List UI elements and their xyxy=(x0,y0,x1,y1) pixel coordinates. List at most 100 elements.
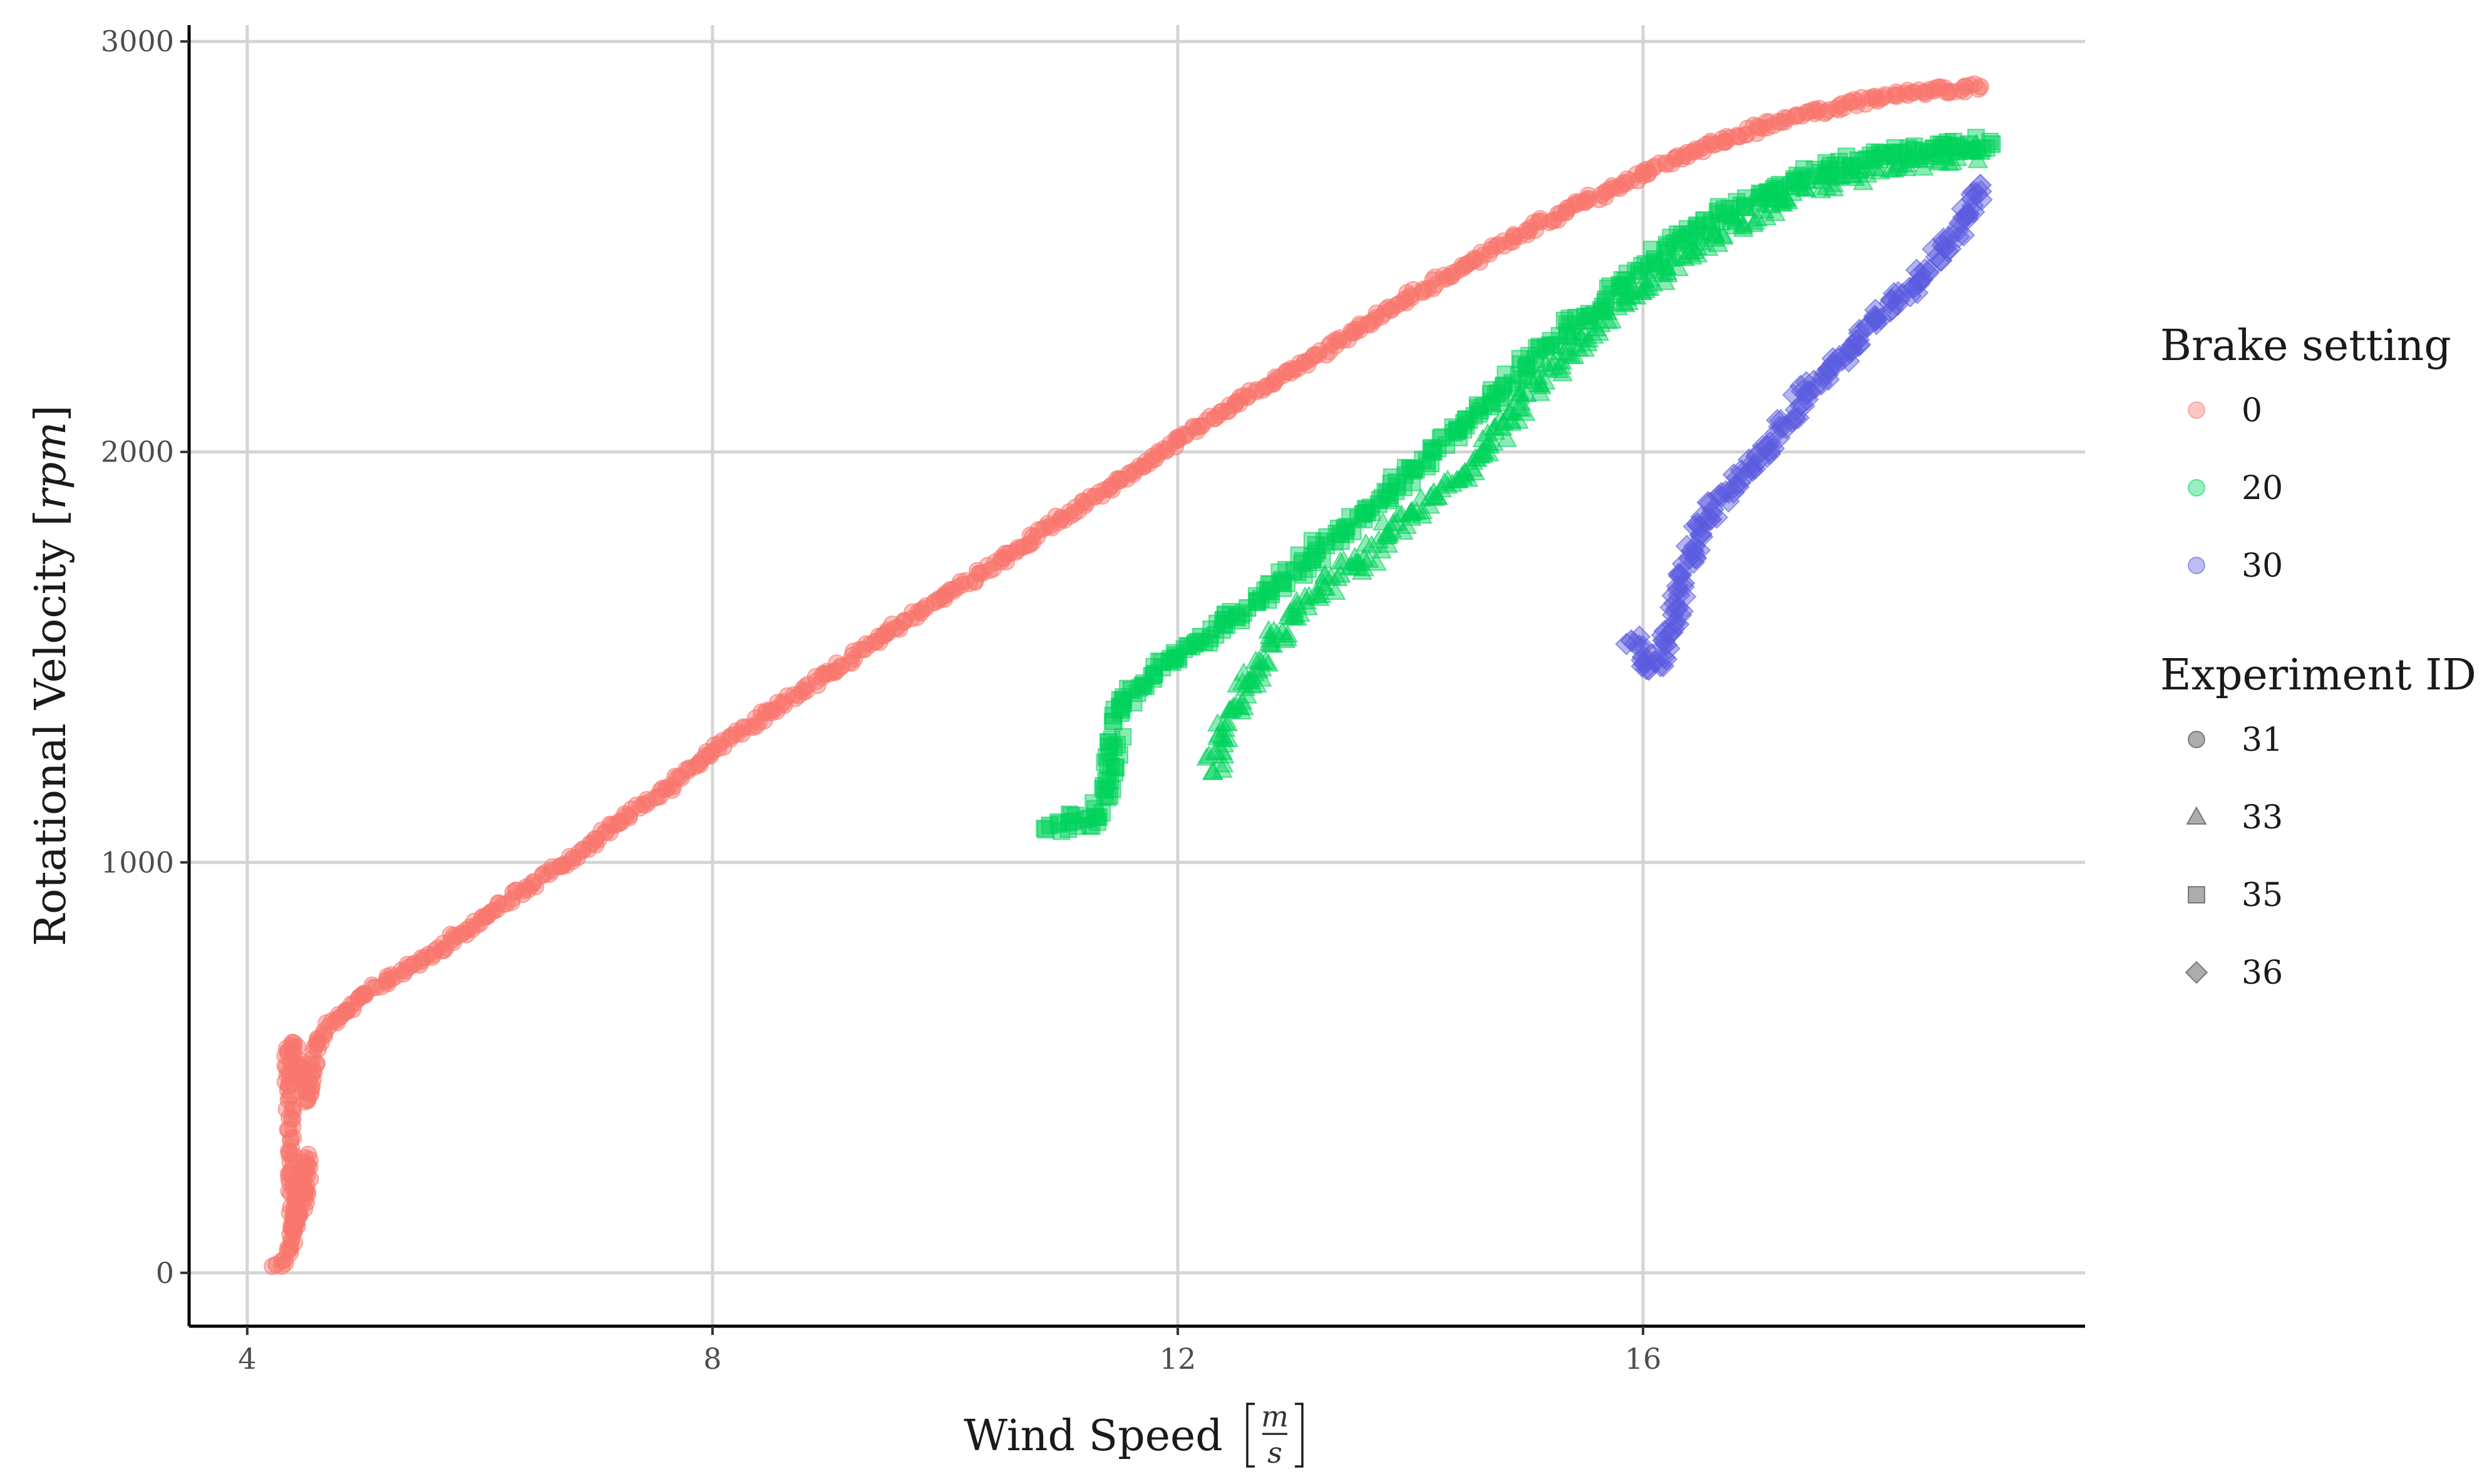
y-axis-title-text: Rotational Velocity xyxy=(26,539,76,946)
data-point xyxy=(1828,344,1851,368)
y-axis-unit: rpm xyxy=(26,421,76,510)
x-axis-unit-left-bracket xyxy=(1246,1403,1255,1468)
data-point xyxy=(1759,431,1782,454)
data-point xyxy=(1297,596,1319,616)
data-point-15.6-2300 xyxy=(1586,317,1607,337)
data-point-14.5-2460 xyxy=(1460,254,1478,272)
data-point-18.8-2580 xyxy=(1957,202,1980,225)
data-point-4.55-480 xyxy=(302,1067,321,1085)
data-point xyxy=(1736,197,1757,217)
data-point xyxy=(1024,527,1042,545)
data-point-13-2200 xyxy=(1285,361,1303,379)
legend-key-0 xyxy=(2188,401,2205,419)
data-point xyxy=(1535,353,1557,372)
data-point-16.3-1620 xyxy=(1666,596,1690,620)
data-point-15.5-2610 xyxy=(1576,192,1594,210)
data-point-14-2380 xyxy=(1401,287,1419,305)
data-point-13.6-1850 xyxy=(1355,505,1373,523)
data-point-11.8-1460 xyxy=(1145,664,1163,683)
data-point-7.6-1180 xyxy=(657,780,675,798)
data-point xyxy=(1669,231,1690,250)
data-point xyxy=(1945,138,1967,158)
data-point-10.5-1740 xyxy=(994,550,1012,568)
data-point xyxy=(1945,83,1964,101)
x-axis-unit-right-bracket xyxy=(1295,1403,1304,1468)
data-point-12.5-1380 xyxy=(1225,695,1247,714)
data-point-16.25-1560 xyxy=(1661,621,1684,644)
data-point-12.2-1550 xyxy=(1192,627,1210,646)
data-point-11.5-1380 xyxy=(1111,698,1129,716)
data-point-16.4-1740 xyxy=(1678,547,1701,570)
data-point-17.2-2060 xyxy=(1771,416,1795,439)
data-point-11.45-1280 xyxy=(1105,738,1123,756)
data-point-16.1-1490 xyxy=(1643,649,1666,673)
data-point-15.9-2380 xyxy=(1620,284,1642,304)
data-point-16.35-1680 xyxy=(1672,572,1696,595)
data-points xyxy=(264,75,2001,1275)
data-point-12.8-1660 xyxy=(1262,582,1280,600)
data-point-18.6-2500 xyxy=(1934,235,1957,259)
data-point xyxy=(1762,436,1785,460)
data-point-6.8-1010 xyxy=(564,849,582,867)
data-point-16.6-1860 xyxy=(1701,498,1724,521)
data-point-12.6-1440 xyxy=(1237,671,1259,689)
data-point-13.2-1650 xyxy=(1307,584,1328,604)
data-point-7.2-1100 xyxy=(610,812,629,830)
data-point-14-1850 xyxy=(1399,502,1421,522)
legend-title-1: Experiment ID xyxy=(2160,651,2476,700)
data-point-17.1-2600 xyxy=(1760,194,1782,214)
axes xyxy=(187,25,2085,1328)
x-axis-unit-numerator: m xyxy=(1261,1399,1289,1433)
data-point-14-1960 xyxy=(1401,459,1419,477)
data-point-9-1460 xyxy=(820,664,838,683)
data-point xyxy=(1477,423,1498,442)
data-point xyxy=(1952,224,1975,247)
data-point xyxy=(1680,241,1701,260)
legend: Brake setting 0 20 30 Experiment ID 31 33 35 36 xyxy=(2160,321,2476,992)
data-point-13-1710 xyxy=(1285,562,1303,580)
data-point-12-1500 xyxy=(1169,648,1187,666)
data-point xyxy=(1461,458,1483,477)
data-point-4.85-640 xyxy=(337,1001,355,1019)
data-point-13.8-1800 xyxy=(1376,523,1398,542)
data-point xyxy=(1483,237,1501,255)
data-point-18-2320 xyxy=(1864,309,1887,332)
data-point-4.45-140 xyxy=(291,1207,309,1225)
data-point xyxy=(1778,110,1796,128)
data-point-17.5-2830 xyxy=(1808,102,1826,120)
data-point xyxy=(1086,488,1104,506)
data-point-17-2790 xyxy=(1750,118,1768,137)
data-point-18.9-2650 xyxy=(1969,173,1992,197)
data-point-13.5-2290 xyxy=(1343,324,1361,342)
data-point-4.6-560 xyxy=(308,1034,326,1052)
data-point-14.6-1990 xyxy=(1470,445,1491,464)
legend-key-31 xyxy=(2188,731,2205,748)
data-point xyxy=(1389,477,1407,495)
data-point-5.5-760 xyxy=(413,952,431,970)
data-point-13.2-1760 xyxy=(1308,542,1326,560)
legend-key-30 xyxy=(2188,557,2205,574)
data-point-15.9-1540 xyxy=(1620,629,1643,652)
data-point xyxy=(1508,397,1530,416)
data-point-17.4-2640 xyxy=(1795,178,1816,197)
series-brake-0-exp-31 xyxy=(264,75,1989,1275)
data-point-16.5-2740 xyxy=(1692,139,1710,157)
data-point-18.3-2710 xyxy=(1900,149,1922,168)
data-point-18.4-2420 xyxy=(1910,268,1934,291)
x-axis-title: Wind Speed xyxy=(964,1411,1223,1461)
data-point xyxy=(1709,482,1733,505)
data-point-11.6-1420 xyxy=(1122,681,1140,699)
data-point xyxy=(1844,167,1865,186)
data-point xyxy=(1496,428,1518,447)
data-point-4.52-420 xyxy=(299,1091,317,1110)
data-point-15-2540 xyxy=(1518,221,1536,239)
data-point-13-1600 xyxy=(1284,605,1305,624)
data-point xyxy=(1913,140,1935,159)
data-point xyxy=(1816,177,1837,195)
data-point-13.8-1900 xyxy=(1378,484,1396,502)
data-point-8-1270 xyxy=(703,743,721,761)
data-point xyxy=(1236,684,1258,704)
legend-label-0: 0 xyxy=(2242,392,2262,430)
data-point-10-1650 xyxy=(936,587,954,605)
x-axis-unit-fraction: m s xyxy=(1246,1399,1304,1470)
